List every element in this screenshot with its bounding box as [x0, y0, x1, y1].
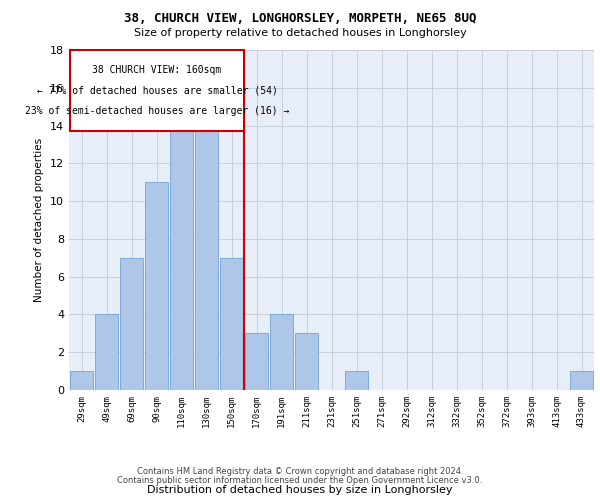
Bar: [569, 371, 593, 390]
FancyBboxPatch shape: [70, 50, 244, 131]
Bar: [145, 182, 169, 390]
Text: Contains public sector information licensed under the Open Government Licence v3: Contains public sector information licen…: [118, 476, 482, 485]
Text: Size of property relative to detached houses in Longhorsley: Size of property relative to detached ho…: [134, 28, 466, 38]
Text: Contains HM Land Registry data © Crown copyright and database right 2024.: Contains HM Land Registry data © Crown c…: [137, 467, 463, 476]
Bar: [95, 314, 118, 390]
Bar: [295, 334, 319, 390]
Bar: [220, 258, 244, 390]
Bar: [269, 314, 293, 390]
Bar: [119, 258, 143, 390]
Text: Distribution of detached houses by size in Longhorsley: Distribution of detached houses by size …: [147, 485, 453, 495]
Bar: [245, 334, 268, 390]
Text: 38 CHURCH VIEW: 160sqm: 38 CHURCH VIEW: 160sqm: [92, 66, 222, 76]
Text: ← 77% of detached houses are smaller (54): ← 77% of detached houses are smaller (54…: [37, 86, 278, 96]
Y-axis label: Number of detached properties: Number of detached properties: [34, 138, 44, 302]
Bar: [344, 371, 368, 390]
Bar: [194, 106, 218, 390]
Bar: [170, 126, 193, 390]
Bar: [70, 371, 94, 390]
Text: 23% of semi-detached houses are larger (16) →: 23% of semi-detached houses are larger (…: [25, 106, 289, 116]
Text: 38, CHURCH VIEW, LONGHORSLEY, MORPETH, NE65 8UQ: 38, CHURCH VIEW, LONGHORSLEY, MORPETH, N…: [124, 12, 476, 26]
